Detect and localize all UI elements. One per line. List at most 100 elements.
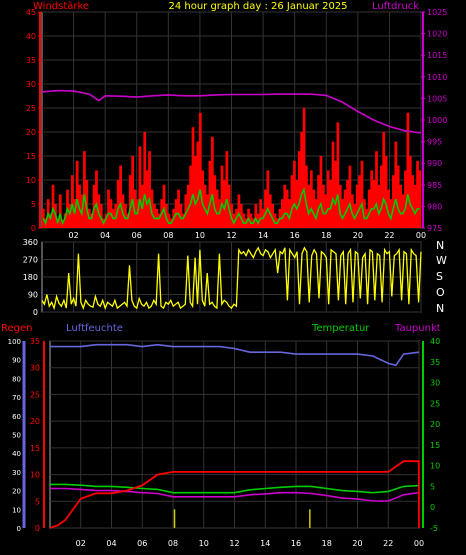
wind-tick-label: 0 — [31, 224, 36, 233]
wind-bar — [51, 184, 55, 228]
humidity-tick-label: 10 — [12, 506, 21, 514]
pressure-tick-label: 975 — [427, 224, 442, 233]
wind-bar — [182, 213, 185, 228]
x-tick-label: 08 — [168, 539, 178, 548]
wind-axis: 0 5 10 15 20 25 30 35 40 45 — [26, 8, 42, 233]
wind-bar — [249, 213, 253, 228]
wind-bar — [401, 194, 405, 228]
wind-bar — [379, 165, 383, 228]
wind-bar — [191, 127, 195, 228]
wind-direction-line — [41, 246, 422, 311]
wind-bar — [290, 175, 294, 228]
wind-bar — [387, 189, 390, 228]
humidity-tick-label: 100 — [8, 338, 21, 346]
wind-bar — [302, 108, 306, 228]
direction-tick-label: 180 — [23, 273, 38, 282]
x-tick-label: 08 — [163, 231, 173, 240]
wind-bar — [99, 204, 103, 228]
wind-bar — [145, 170, 149, 228]
wind-bar — [363, 199, 366, 228]
gust-average-line — [42, 187, 420, 226]
wind-bar — [63, 213, 67, 228]
wind-bar — [309, 170, 313, 228]
wind-bar — [150, 189, 154, 228]
x-tick-label: 18 — [321, 231, 331, 240]
temperature-tick-label: 20 — [430, 420, 440, 429]
temperature-axis-label: Temperatur — [311, 323, 370, 334]
x-tick-label: 00 — [416, 231, 426, 240]
wind-bar — [184, 194, 188, 228]
wind-tick-label: 30 — [26, 80, 36, 89]
compass-labels: N W S O N — [436, 239, 447, 315]
wind-bar — [273, 213, 277, 228]
wind-bar — [210, 136, 214, 228]
wind-bar — [283, 184, 287, 228]
wind-bar — [389, 199, 393, 228]
wind-bar — [92, 184, 96, 228]
x-tick-label: 18 — [322, 539, 332, 548]
wind-bar — [167, 213, 171, 228]
humidity-tick-label: 80 — [12, 375, 21, 383]
wind-bar — [411, 175, 415, 228]
x-tick-label: 10 — [199, 539, 209, 548]
rain-tick-label: 20 — [30, 417, 40, 426]
wind-bar — [418, 170, 422, 228]
compass-label-west: W — [436, 254, 447, 267]
pressure-tick-label: 1000 — [427, 116, 447, 125]
humidity-tick-label: 40 — [12, 450, 21, 458]
wind-bar — [288, 199, 291, 228]
wind-bar — [196, 141, 200, 228]
wind-bar — [396, 165, 400, 228]
wind-bar — [358, 175, 361, 228]
chart-title: 24 hour graph day : 26 Januar 2025 — [168, 1, 347, 12]
x-tick-label: 06 — [137, 539, 147, 548]
wind-bar — [353, 204, 357, 228]
wind-bar — [186, 184, 190, 228]
wind-bar — [179, 204, 183, 228]
wind-bar — [49, 213, 52, 228]
wind-bar — [338, 184, 342, 228]
humidity-tick-label: 60 — [12, 413, 21, 421]
temperature-tick-label: 10 — [430, 462, 440, 471]
wind-direction-trace — [41, 246, 422, 311]
temperature-tick-label: 0 — [430, 503, 435, 512]
compass-label-north: N — [436, 239, 444, 252]
wind-bar — [237, 194, 241, 228]
wind-bar — [138, 146, 142, 228]
wind-bar — [104, 213, 108, 228]
rain-axis-label: Regen — [1, 323, 33, 334]
direction-tick-label: 360 — [23, 238, 38, 247]
wind-bar — [128, 175, 132, 228]
wind-bar — [239, 204, 243, 228]
pressure-tick-label: 985 — [427, 181, 442, 190]
temperature-tick-label: 15 — [430, 441, 440, 450]
pressure-tick-label: 1010 — [427, 73, 447, 82]
wind-bar — [266, 170, 270, 228]
direction-tick-label: 0 — [33, 308, 38, 317]
rain-humidity-temp-axes: 0 5 10 15 20 25 30 35 0 10 20 30 40 50 60 70 80 90 100 -5 0 5… — [8, 337, 441, 533]
wind-bar — [242, 213, 246, 228]
x-tick-label: 10 — [195, 231, 205, 240]
wind-bar — [225, 151, 229, 228]
dewpoint-line — [50, 487, 420, 502]
rain-tick-label: 35 — [30, 337, 40, 346]
temperature-line — [50, 483, 420, 494]
x-tick-label: 12 — [229, 539, 239, 548]
wind-bar — [392, 175, 395, 228]
wind-bar — [312, 189, 316, 228]
humidity-tick-label: 90 — [12, 357, 21, 365]
wind-bar — [90, 213, 93, 228]
rain-tick-label: 0 — [35, 524, 40, 533]
wind-bar — [329, 180, 332, 228]
wind-bar — [85, 180, 89, 228]
x-tick-label: 02 — [76, 539, 86, 548]
rain-humidity-temp-lines — [49, 343, 420, 529]
wind-bar — [119, 165, 122, 228]
humidity-axis-label: Luftfeuchte — [66, 323, 123, 334]
wind-bar — [153, 204, 156, 228]
wind-bar — [331, 141, 335, 228]
wind-bar — [375, 151, 378, 228]
wind-bar — [271, 204, 275, 228]
direction-tick-label: 270 — [23, 256, 38, 265]
humidity-tick-label: 20 — [12, 488, 21, 496]
